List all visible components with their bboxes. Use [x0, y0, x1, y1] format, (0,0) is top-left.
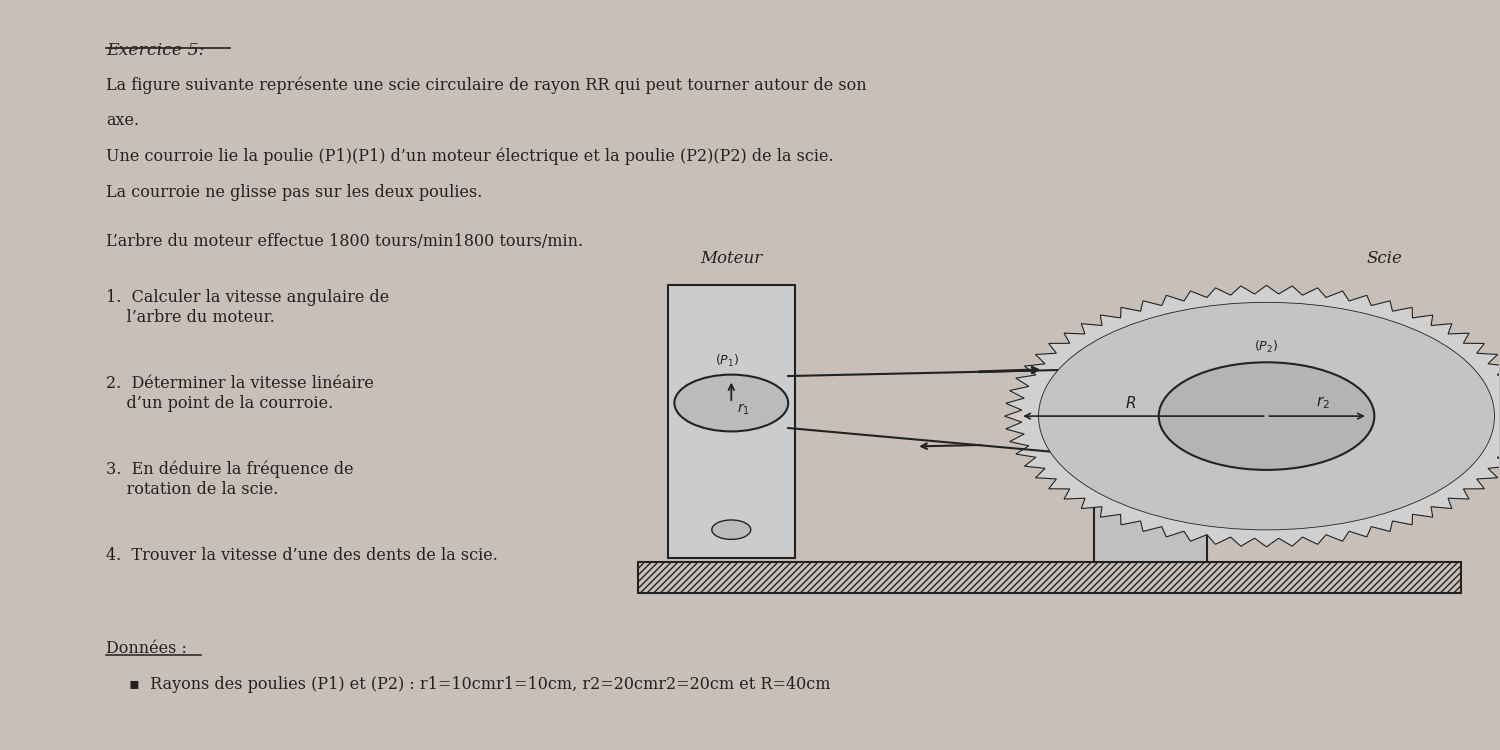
Text: 4.  Trouver la vitesse d’une des dents de la scie.: 4. Trouver la vitesse d’une des dents de…: [106, 547, 498, 564]
Circle shape: [675, 375, 788, 431]
Text: L’arbre du moteur effectue 1800 tours/min1800 tours/min.: L’arbre du moteur effectue 1800 tours/mi…: [106, 233, 584, 250]
Polygon shape: [668, 285, 795, 558]
Polygon shape: [1095, 401, 1206, 562]
Text: axe.: axe.: [106, 112, 140, 129]
Text: ▪  Rayons des poulies (P1) et (P2) : r1=10cmr1=10cm, r2=20cmr2=20cm et R=40cm: ▪ Rayons des poulies (P1) et (P2) : r1=1…: [129, 676, 830, 693]
Text: $r_1$: $r_1$: [736, 401, 750, 417]
Circle shape: [712, 520, 750, 539]
Text: 2.  Déterminer la vitesse linéaire
    d’un point de la courroie.: 2. Déterminer la vitesse linéaire d’un p…: [106, 375, 374, 412]
Text: Moteur: Moteur: [700, 250, 762, 267]
Text: $(P_1)$: $(P_1)$: [714, 352, 740, 369]
Text: 3.  En déduire la fréquence de
    rotation de la scie.: 3. En déduire la fréquence de rotation d…: [106, 461, 354, 498]
Text: Une courroie lie la poulie (P1)(P1) d’un moteur électrique et la poulie (P2)(P2): Une courroie lie la poulie (P1)(P1) d’un…: [106, 148, 834, 165]
Circle shape: [1158, 362, 1374, 470]
Text: $r_2$: $r_2$: [1316, 394, 1329, 411]
Polygon shape: [1005, 285, 1500, 547]
Text: Données :: Données :: [106, 640, 188, 657]
Circle shape: [1038, 302, 1494, 530]
Text: Exercice 5:: Exercice 5:: [106, 43, 204, 59]
Text: Scie: Scie: [1366, 250, 1402, 267]
Text: 1.  Calculer la vitesse angulaire de
    l’arbre du moteur.: 1. Calculer la vitesse angulaire de l’ar…: [106, 289, 390, 326]
Text: La courroie ne glisse pas sur les deux poulies.: La courroie ne glisse pas sur les deux p…: [106, 184, 483, 201]
Text: La figure suivante représente une scie circulaire de rayon RR qui peut tourner a: La figure suivante représente une scie c…: [106, 76, 867, 94]
Text: $(P_2)$: $(P_2)$: [1254, 339, 1278, 355]
Text: $R$: $R$: [1125, 394, 1136, 411]
